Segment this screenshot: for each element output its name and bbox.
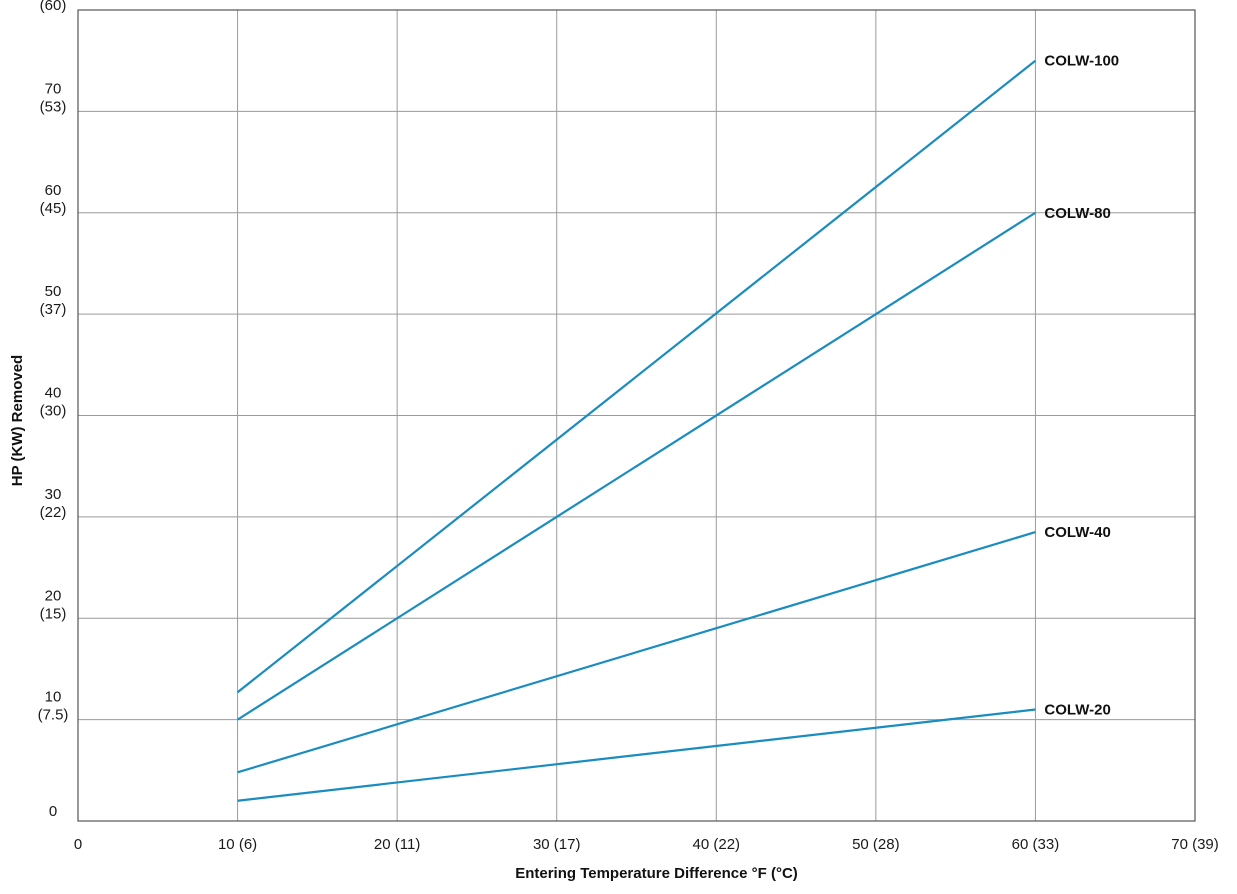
x-tick-label: 50 (28) — [852, 836, 900, 853]
y-tick-label: 0 — [49, 803, 57, 820]
y-tick-label: 60 — [45, 182, 62, 199]
grid-lines — [78, 10, 1195, 821]
series-line — [237, 531, 1036, 774]
x-tick-label: 60 (33) — [1012, 836, 1060, 853]
x-tick-label: 20 (11) — [374, 836, 420, 853]
y-tick-sublabel: (22) — [40, 504, 67, 521]
x-tick-label: 10 (6) — [218, 836, 257, 853]
x-tick-label: 40 (22) — [693, 836, 741, 853]
y-tick-sublabel: (53) — [40, 98, 67, 115]
series-label: COLW-80 — [1044, 205, 1110, 222]
y-tick-label: 70 — [45, 80, 62, 97]
y-tick-label: 30 — [45, 486, 62, 503]
x-axis-ticks: 0 10 (6) 20 (11) 30 (17) 40 (22) 50 (28) 60 (3… — [74, 836, 1219, 853]
series-label: COLW-100 — [1044, 53, 1119, 70]
series-labels: COLW-100 COLW-80 COLW-40 COLW-20 — [1044, 53, 1119, 719]
series-label: COLW-20 — [1044, 701, 1110, 718]
y-axis-ticks: 0 10(7.5) 20(15) 30(22) 40(30) 50(37) 60(45) 70… — [38, 0, 69, 820]
x-axis-title: Entering Temperature Difference °F (°C) — [515, 865, 798, 882]
series-lines — [236, 59, 1037, 802]
plot-frame — [77, 9, 1196, 822]
series-line — [236, 211, 1037, 721]
y-tick-sublabel: (15) — [40, 605, 67, 622]
series-line — [237, 708, 1036, 802]
y-tick-sublabel: (45) — [40, 200, 67, 217]
y-tick-label: 10 — [45, 689, 62, 706]
y-tick-sublabel: (60) — [40, 0, 67, 14]
x-tick-label: 30 (17) — [533, 836, 581, 853]
y-tick-sublabel: (30) — [40, 403, 67, 420]
y-tick-label: 50 — [45, 283, 62, 300]
series-label: COLW-40 — [1044, 524, 1110, 541]
series-line — [236, 59, 1037, 694]
y-axis-title: HP (KW) Removed — [9, 355, 26, 486]
y-tick-label: 40 — [45, 385, 62, 402]
y-tick-sublabel: (7.5) — [38, 707, 69, 724]
y-tick-label: 20 — [45, 587, 62, 604]
x-tick-label: 70 (39) — [1171, 836, 1219, 853]
x-tick-label: 0 — [74, 836, 82, 853]
y-tick-sublabel: (37) — [40, 301, 67, 318]
